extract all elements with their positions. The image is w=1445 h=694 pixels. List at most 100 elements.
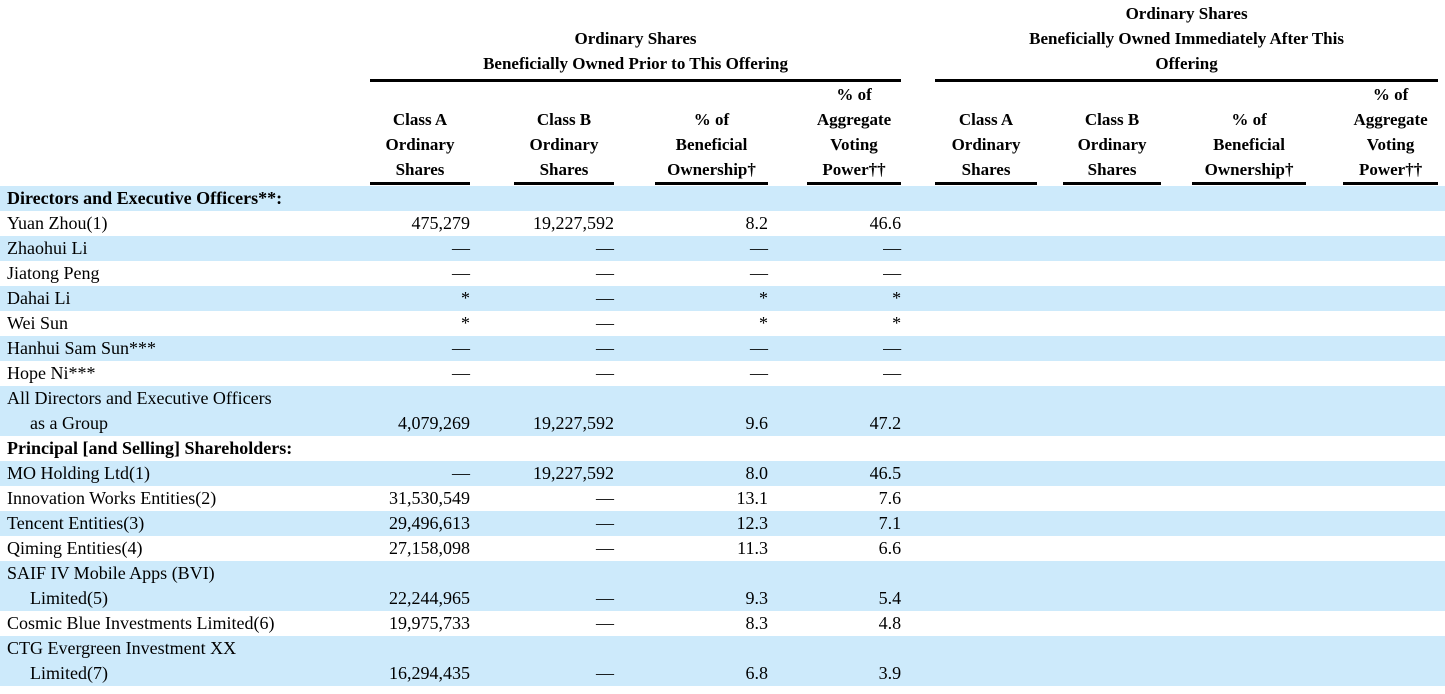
cell-class-a-after bbox=[935, 486, 1037, 511]
col-gap bbox=[1037, 336, 1064, 361]
col-gap bbox=[1306, 286, 1344, 311]
col-gap bbox=[768, 611, 807, 636]
cell-pct-voting-prior: — bbox=[883, 363, 902, 383]
col-gap bbox=[1161, 336, 1193, 361]
group-gap bbox=[901, 611, 935, 636]
group-gap bbox=[901, 486, 935, 511]
cell-class-a-prior: * bbox=[370, 286, 470, 311]
col-gap bbox=[470, 80, 514, 183]
cell-pct-beneficial-after bbox=[1192, 611, 1306, 636]
table-row: Wei Sun * — * * bbox=[0, 311, 1445, 336]
cell-pct-voting-after bbox=[1343, 486, 1438, 511]
edge-gap bbox=[1438, 211, 1445, 236]
cell-class-a-prior: 19,975,733 bbox=[389, 613, 470, 633]
col-header-pct-voting-prior: % of Aggregate Voting Power†† bbox=[807, 80, 902, 185]
cell-class-b-prior: — bbox=[596, 613, 614, 633]
col-gap bbox=[768, 486, 807, 511]
col-gap bbox=[1306, 311, 1343, 336]
col-gap bbox=[768, 511, 807, 536]
cell-class-a-after bbox=[935, 611, 1037, 636]
edge-gap bbox=[1438, 386, 1445, 436]
col-gap bbox=[768, 311, 807, 336]
cell-pct-voting-after bbox=[1343, 461, 1439, 486]
group-gap bbox=[901, 286, 936, 311]
sub-header-row: Class A Ordinary Shares Class B Ordinary… bbox=[0, 80, 1445, 185]
row-label: Jiatong Peng bbox=[7, 263, 100, 283]
row-label: Yuan Zhou(1) bbox=[7, 213, 108, 233]
cell-class-a-prior bbox=[370, 436, 470, 461]
col-gap bbox=[1306, 236, 1344, 261]
cell-pct-voting-after bbox=[1343, 561, 1439, 611]
col-header-class-b-prior: Class B Ordinary Shares bbox=[514, 80, 614, 185]
col-gap bbox=[614, 536, 655, 561]
table-row: Hanhui Sam Sun*** — — — — bbox=[0, 336, 1445, 361]
cell-pct-beneficial-prior: 12.3 bbox=[655, 511, 768, 536]
col-gap bbox=[768, 261, 807, 286]
col-gap bbox=[768, 336, 807, 361]
table-row: Yuan Zhou(1) 475,279 19,227,592 8.2 46.6 bbox=[0, 211, 1445, 236]
cell-pct-beneficial-after bbox=[1192, 311, 1306, 336]
cell-pct-voting-prior: — bbox=[807, 336, 902, 361]
row-label: All Directors and Executive Officers as … bbox=[0, 386, 370, 436]
cell-class-b-prior: — bbox=[596, 538, 614, 558]
cell-class-b-after bbox=[1063, 386, 1162, 436]
col-gap bbox=[768, 361, 807, 386]
col-gap bbox=[470, 486, 514, 511]
cell-pct-beneficial-prior: — bbox=[750, 263, 768, 283]
cell-pct-voting-after bbox=[1343, 611, 1438, 636]
cell-class-a-after bbox=[935, 536, 1037, 561]
row-label: Wei Sun bbox=[7, 313, 69, 333]
cell-pct-voting-prior: 7.6 bbox=[878, 488, 902, 508]
col-gap bbox=[614, 486, 655, 511]
col-gap bbox=[1306, 611, 1343, 636]
edge-gap bbox=[1438, 611, 1445, 636]
cell-class-a-prior: — bbox=[370, 461, 470, 486]
group-gap bbox=[901, 361, 935, 386]
edge-gap bbox=[1438, 261, 1445, 286]
cell-pct-voting-prior: 7.1 bbox=[807, 511, 902, 536]
cell-class-a-prior: — bbox=[370, 236, 470, 261]
cell-pct-beneficial-after bbox=[1192, 386, 1307, 436]
cell-class-a-after bbox=[935, 561, 1038, 611]
col-gap bbox=[470, 561, 514, 611]
cell-class-b-prior: — bbox=[514, 511, 614, 536]
cell-class-a-after bbox=[935, 436, 1037, 461]
group-gap bbox=[901, 261, 935, 286]
row-label: Directors and Executive Officers**: bbox=[0, 186, 370, 211]
cell-class-b-after bbox=[1063, 561, 1162, 611]
col-gap bbox=[470, 336, 514, 361]
cell-class-a-after bbox=[935, 361, 1037, 386]
col-gap bbox=[1306, 536, 1343, 561]
col-gap bbox=[1037, 236, 1064, 261]
row-label: Hope Ni*** bbox=[7, 363, 96, 383]
cell-class-b-after bbox=[1063, 636, 1162, 686]
cell-pct-beneficial-after bbox=[1192, 536, 1306, 561]
col-gap bbox=[614, 286, 655, 311]
cell-class-b-prior: — bbox=[514, 286, 614, 311]
table-row: SAIF IV Mobile Apps (BVI) Limited(5) 22,2… bbox=[0, 561, 1445, 611]
group-gap bbox=[901, 436, 935, 461]
table-row: Tencent Entities(3) 29,496,613 — 12.3 7.1 bbox=[0, 511, 1445, 536]
cell-class-b-prior: 19,227,592 bbox=[514, 461, 614, 486]
row-label: MO Holding Ltd(1) bbox=[0, 461, 370, 486]
col-gap bbox=[1161, 486, 1192, 511]
col-gap bbox=[768, 286, 807, 311]
col-gap bbox=[470, 511, 514, 536]
cell-class-b-after bbox=[1063, 236, 1162, 261]
edge-gap bbox=[1438, 511, 1445, 536]
col-gap bbox=[1306, 636, 1344, 686]
cell-class-a-after bbox=[935, 211, 1037, 236]
cell-pct-beneficial-after bbox=[1192, 336, 1307, 361]
col-gap bbox=[614, 561, 655, 611]
cell-pct-beneficial-after bbox=[1192, 461, 1307, 486]
table-row: Dahai Li * — * * bbox=[0, 286, 1445, 311]
row-label: Dahai Li bbox=[0, 286, 370, 311]
cell-class-b-after bbox=[1063, 261, 1161, 286]
cell-class-a-after bbox=[935, 186, 1038, 211]
group-header-row: Ordinary Shares Beneficially Owned Prior… bbox=[0, 0, 1445, 82]
group-gap bbox=[901, 511, 936, 536]
cell-pct-beneficial-after bbox=[1192, 436, 1306, 461]
cell-class-a-after bbox=[935, 236, 1038, 261]
cell-pct-beneficial-after bbox=[1192, 511, 1307, 536]
cell-pct-voting-after bbox=[1343, 261, 1438, 286]
